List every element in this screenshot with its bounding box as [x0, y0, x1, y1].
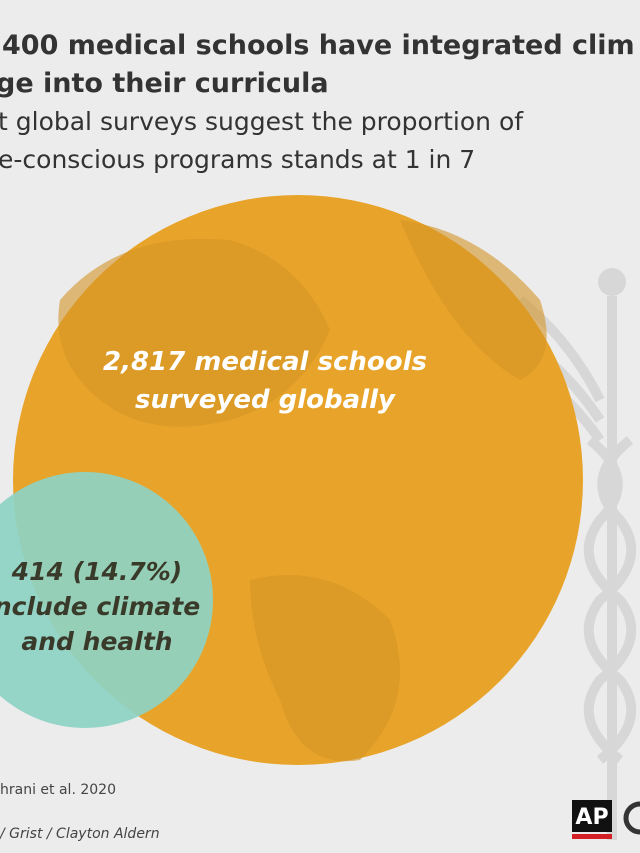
outer-label: surveyed globally: [135, 385, 396, 415]
logo-bar: [572, 834, 612, 839]
inner-label: and health: [21, 627, 172, 656]
subtitle-line: e-conscious programs stands at 1 in 7: [0, 145, 475, 174]
logo-mark: [623, 801, 640, 835]
globe-texture: [58, 220, 547, 762]
logo-box: [572, 800, 612, 832]
inner-label: 414 (14.7%): [11, 557, 182, 586]
logo: AP: [575, 805, 608, 830]
inner-label: nclude climate: [0, 592, 200, 621]
inner-circle: [0, 472, 213, 728]
caduceus: [502, 268, 637, 840]
source: hrani et al. 2020: [0, 782, 116, 798]
outer-label: 2,817 medical schools: [103, 347, 427, 377]
subtitle-line: t global surveys suggest the proportion …: [0, 107, 524, 136]
title-line: ge into their curricula: [0, 68, 329, 99]
title-line: 400 medical schools have integrated clim: [2, 30, 635, 61]
credit: / Grist / Clayton Aldern: [0, 826, 160, 842]
